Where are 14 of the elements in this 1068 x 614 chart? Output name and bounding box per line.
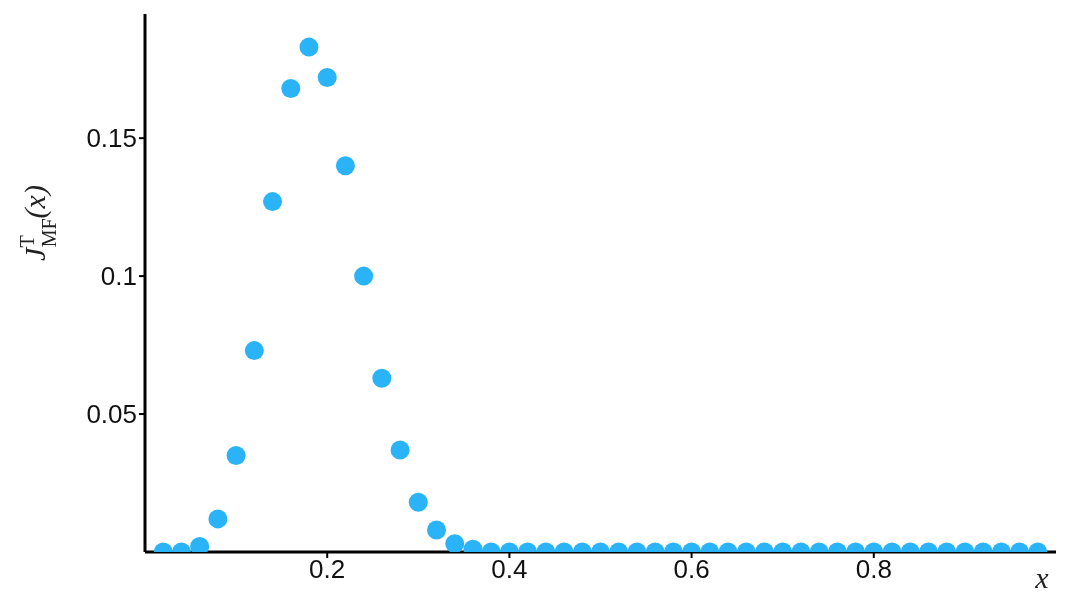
point: [299, 37, 319, 57]
y-tick-label: 0.05: [86, 399, 137, 430]
x-axis-title: x: [1034, 561, 1050, 594]
point: [335, 156, 355, 176]
x-tick-label: 0.2: [309, 554, 346, 585]
y-tick-label: 0.15: [86, 123, 137, 154]
y-tick-label: 0.1: [100, 261, 137, 292]
point: [317, 67, 337, 87]
x-tick-label: 0.4: [491, 554, 528, 585]
x-tick-label: 0.8: [855, 554, 892, 585]
point: [281, 78, 301, 98]
x-tick-label: 0.6: [673, 554, 710, 585]
point: [263, 192, 283, 212]
point: [354, 266, 374, 286]
